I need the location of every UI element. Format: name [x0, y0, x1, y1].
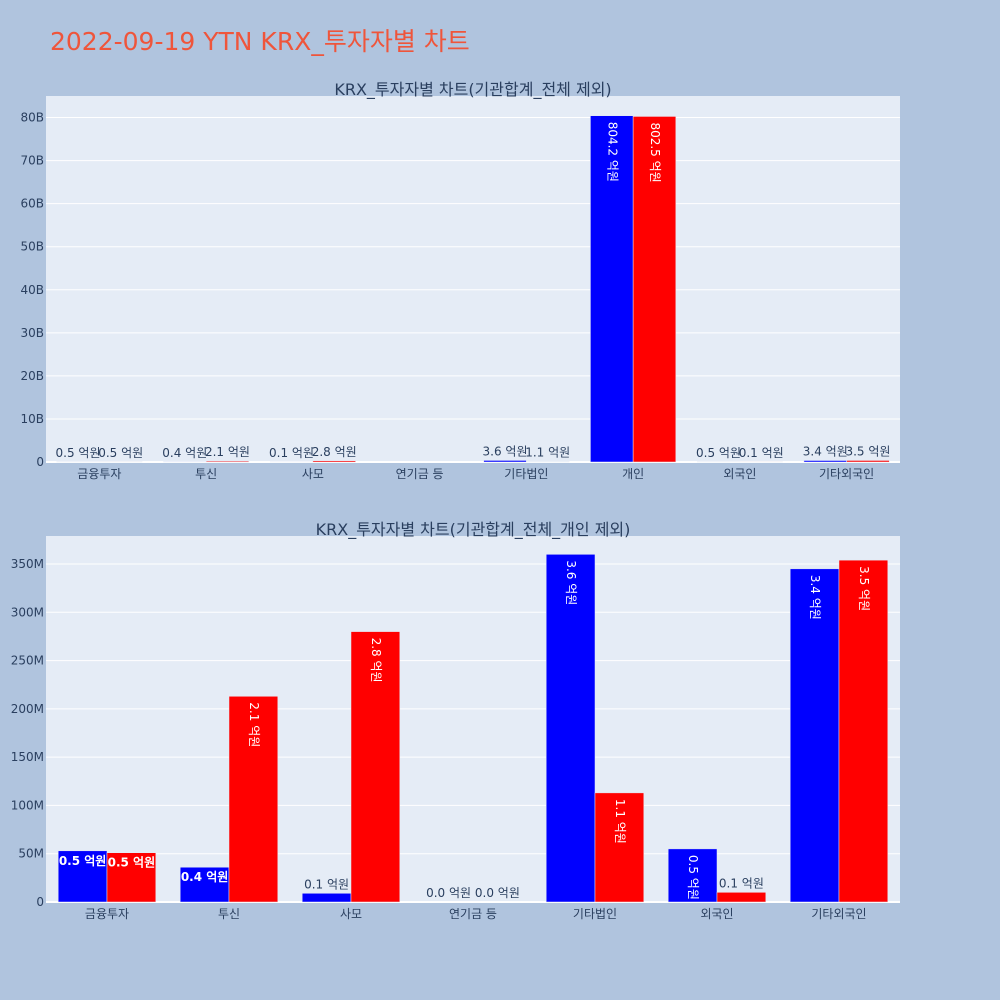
bar-label: 0.5 억원: [696, 446, 741, 460]
bar-label: 3.6 억원: [483, 444, 528, 458]
chart-1: KRX_투자자별 차트(기관합계_전체 제외) 0 10B 20B 30B 40B 50B 6…: [20, 80, 900, 481]
bar-label: 0.1 억원: [304, 877, 349, 891]
bar-label: 0.0 억원: [426, 886, 471, 900]
bar: [57, 850, 108, 903]
bar-label: 2.1 억원: [205, 445, 250, 459]
x-tick-label: 기타외국인: [811, 907, 866, 921]
bar: [205, 460, 250, 463]
y-tick-label: 200M: [11, 702, 44, 716]
bar-label: 2.8 억원: [312, 445, 357, 459]
chart-title: KRX_투자자별 차트(기관합계_전체_개인 제외): [316, 520, 631, 540]
bar: [838, 559, 889, 903]
bar: [716, 892, 767, 903]
bar: [301, 893, 352, 903]
y-tick-label: 0: [36, 455, 44, 469]
bar: [545, 554, 596, 903]
x-tick-label: 사모: [302, 467, 324, 481]
bar-label: 2.1 억원: [247, 702, 261, 747]
bar: [106, 852, 157, 903]
x-tick-label: 개인: [622, 467, 644, 481]
plot-area: [46, 96, 900, 462]
bar-label: 1.1 억원: [525, 446, 570, 460]
plot-area: [46, 536, 900, 902]
bar-label: 0.4 억원: [162, 446, 207, 460]
y-tick-label: 150M: [11, 750, 44, 764]
y-tick-label: 40B: [20, 283, 44, 297]
y-tick-label: 10B: [20, 412, 44, 426]
bar-label: 1.1 억원: [613, 799, 627, 844]
bar-label: 0.5 억원: [59, 854, 107, 868]
bar-label: 802.5 억원: [648, 122, 662, 182]
y-tick-label: 100M: [11, 798, 44, 812]
bar: [846, 460, 890, 463]
x-tick-label: 연기금 등: [449, 907, 497, 921]
bar: [594, 792, 645, 903]
bar-label: 0.1 억원: [719, 876, 764, 890]
bar-label: 0.5 억원: [98, 446, 143, 460]
x-tick-label: 금융투자: [77, 467, 121, 481]
page-title: 2022-09-19 YTN KRX_투자자별 차트: [50, 27, 470, 56]
x-tick-label: 기타법인: [504, 467, 548, 481]
bar-label: 2.8 억원: [369, 638, 383, 683]
chart-2: KRX_투자자별 차트(기관합계_전체_개인 제외) 0 50M 100M 150M 20…: [11, 520, 900, 921]
y-tick-label: 50B: [20, 240, 44, 254]
y-tick-label: 350M: [11, 557, 44, 571]
bar: [803, 460, 847, 463]
x-tick-label: 사모: [340, 907, 362, 921]
bar-label: 0.5 억원: [56, 446, 101, 460]
bar-label: 3.6 억원: [564, 560, 578, 605]
x-tick-label: 연기금 등: [396, 467, 444, 481]
bar-label: 3.5 억원: [845, 444, 890, 458]
y-tick-label: 250M: [11, 654, 44, 668]
bar-label: 804.2 억원: [605, 122, 619, 182]
bar: [350, 631, 401, 903]
x-tick-label: 기타법인: [573, 907, 617, 921]
bar: [632, 116, 677, 463]
y-tick-label: 70B: [20, 154, 44, 168]
x-tick-label: 기타외국인: [819, 467, 874, 481]
x-tick-label: 금융투자: [85, 907, 129, 921]
y-tick-label: 0: [36, 895, 44, 909]
bar-label: 3.5 억원: [857, 566, 871, 611]
y-tick-label: 20B: [20, 369, 44, 383]
bar: [590, 115, 634, 463]
bar: [789, 568, 840, 903]
bar: [312, 460, 356, 463]
y-tick-label: 30B: [20, 326, 44, 340]
bar-label: 3.4 억원: [808, 575, 822, 620]
x-tick-label: 외국인: [723, 467, 756, 481]
bar-label: 0.1 억원: [739, 446, 784, 460]
y-tick-label: 80B: [20, 111, 44, 125]
bar: [228, 696, 279, 903]
bar-label: 0.4 억원: [181, 870, 229, 884]
chart-title: KRX_투자자별 차트(기관합계_전체 제외): [334, 80, 611, 100]
bar: [667, 848, 718, 903]
x-tick-label: 투신: [218, 907, 240, 921]
y-tick-label: 300M: [11, 605, 44, 619]
bar-label: 3.4 억원: [803, 445, 848, 459]
y-tick-label: 60B: [20, 197, 44, 211]
x-tick-label: 외국인: [700, 907, 733, 921]
bar-label: 0.1 억원: [269, 446, 314, 460]
bar: [483, 460, 527, 463]
x-tick-label: 투신: [195, 467, 217, 481]
bar-label: 0.5 억원: [108, 856, 156, 870]
bar-label: 0.5 억원: [686, 855, 700, 900]
bar-label: 0.0 억원: [475, 886, 520, 900]
y-tick-label: 50M: [18, 847, 44, 861]
